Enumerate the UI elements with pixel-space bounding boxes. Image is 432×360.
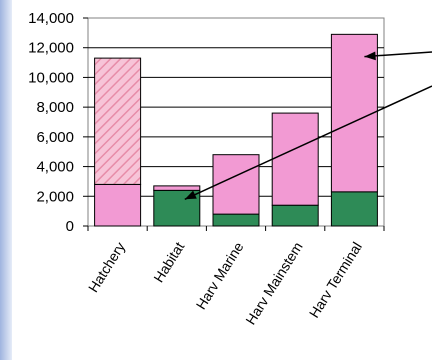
bar-segment-hatchery-2	[94, 57, 142, 185]
y-tick-label: 8,000	[36, 99, 74, 116]
bar-segment-harv-marine-1	[212, 154, 260, 215]
y-tick-label: 14,000	[28, 10, 74, 27]
annotation-arrow	[364, 51, 432, 58]
bar-segment-harv-terminal-0	[330, 191, 378, 227]
category-label: Harv Mainstem	[242, 239, 305, 327]
arrow-head	[184, 190, 197, 200]
y-tick-label: 2,000	[36, 188, 74, 205]
y-tick-label: 0	[66, 218, 74, 235]
y-tick-label: 6,000	[36, 129, 74, 146]
y-tick-label: 4,000	[36, 159, 74, 176]
bar-segment-harv-mainstem-0	[271, 204, 319, 227]
bar-segment-harv-marine-0	[212, 213, 260, 227]
bar-segment-hatchery-1	[94, 183, 142, 227]
category-label: Harv Marine	[193, 239, 247, 312]
bar-segment-habitat-1	[153, 185, 201, 191]
arrow-head	[364, 51, 376, 61]
bar-segment-harv-terminal-1	[330, 33, 378, 193]
y-tick-label: 10,000	[28, 69, 74, 86]
category-label: Harv Terminal	[306, 239, 365, 321]
y-tick-label: 12,000	[28, 40, 74, 57]
bar-segment-harv-mainstem-1	[271, 112, 319, 206]
category-label: Habitat	[150, 239, 187, 285]
category-label: Hatchery	[85, 239, 128, 295]
left-gradient-band	[0, 0, 12, 360]
annotation-arrow	[184, 85, 432, 200]
